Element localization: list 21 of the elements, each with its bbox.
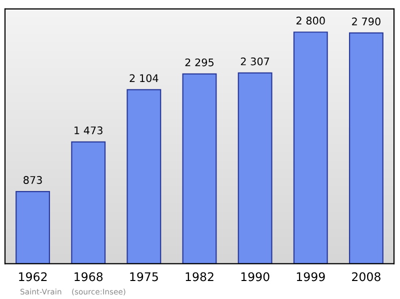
bar — [182, 73, 217, 264]
data-label: 2 307 — [240, 57, 270, 66]
x-tick-label: 1990 — [241, 272, 270, 282]
bar — [126, 89, 162, 264]
bar — [238, 72, 272, 264]
x-tick-label: 1982 — [186, 272, 214, 282]
x-tick-label: 1999 — [296, 272, 325, 282]
x-tick-label: 1962 — [19, 272, 47, 282]
x-tick-label: 2008 — [352, 272, 380, 282]
bar — [348, 32, 384, 264]
data-label: 2 295 — [185, 58, 214, 66]
data-label: 1 473 — [74, 126, 102, 134]
x-tick-label: 1968 — [74, 272, 103, 282]
data-label: 2 800 — [296, 16, 325, 25]
data-label: 2 790 — [352, 18, 380, 26]
x-tick-label: 1975 — [130, 272, 158, 282]
data-label: 873 — [24, 176, 42, 184]
data-label: 2 104 — [130, 74, 158, 82]
bar — [293, 32, 328, 264]
bar — [71, 141, 106, 264]
bar — [16, 190, 50, 264]
